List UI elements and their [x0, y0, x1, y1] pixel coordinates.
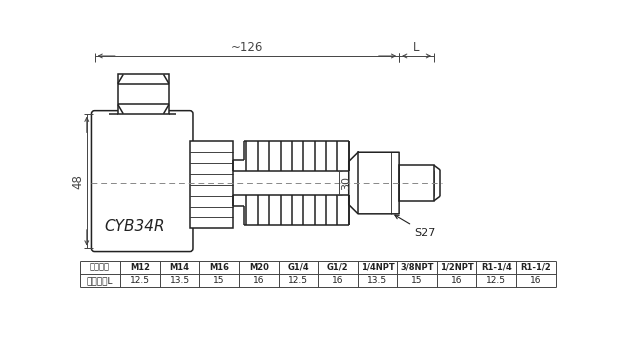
Text: 3/8NPT: 3/8NPT: [401, 263, 434, 272]
Text: L: L: [414, 41, 420, 54]
Text: 12.5: 12.5: [486, 276, 507, 285]
Bar: [118, 74, 169, 114]
Text: 12.5: 12.5: [130, 276, 150, 285]
Text: R1-1/2: R1-1/2: [521, 263, 551, 272]
Text: 30: 30: [341, 176, 351, 190]
Text: S27: S27: [395, 215, 436, 238]
Text: M12: M12: [130, 263, 150, 272]
Text: 16: 16: [332, 276, 343, 285]
Text: M14: M14: [169, 263, 190, 272]
Text: 螺纹规格: 螺纹规格: [90, 263, 110, 272]
Text: 15: 15: [411, 276, 423, 285]
Text: 13.5: 13.5: [368, 276, 388, 285]
Text: 16: 16: [253, 276, 265, 285]
Text: G1/2: G1/2: [327, 263, 348, 272]
Text: 12.5: 12.5: [288, 276, 308, 285]
Bar: [190, 141, 232, 229]
Text: 13.5: 13.5: [169, 276, 190, 285]
Text: 16: 16: [451, 276, 463, 285]
Bar: [399, 165, 434, 201]
Text: 1/4NPT: 1/4NPT: [361, 263, 394, 272]
Text: ~126: ~126: [231, 41, 263, 54]
Text: G1/4: G1/4: [288, 263, 309, 272]
Text: 16: 16: [530, 276, 542, 285]
FancyBboxPatch shape: [92, 111, 193, 252]
Text: 48: 48: [71, 174, 84, 188]
Text: R1-1/4: R1-1/4: [481, 263, 511, 272]
Text: 螺纹长度L: 螺纹长度L: [87, 276, 113, 285]
Text: M20: M20: [249, 263, 268, 272]
Text: M16: M16: [209, 263, 229, 272]
Text: 15: 15: [213, 276, 225, 285]
Text: CYB34R: CYB34R: [105, 219, 166, 234]
Text: 1/2NPT: 1/2NPT: [440, 263, 474, 272]
